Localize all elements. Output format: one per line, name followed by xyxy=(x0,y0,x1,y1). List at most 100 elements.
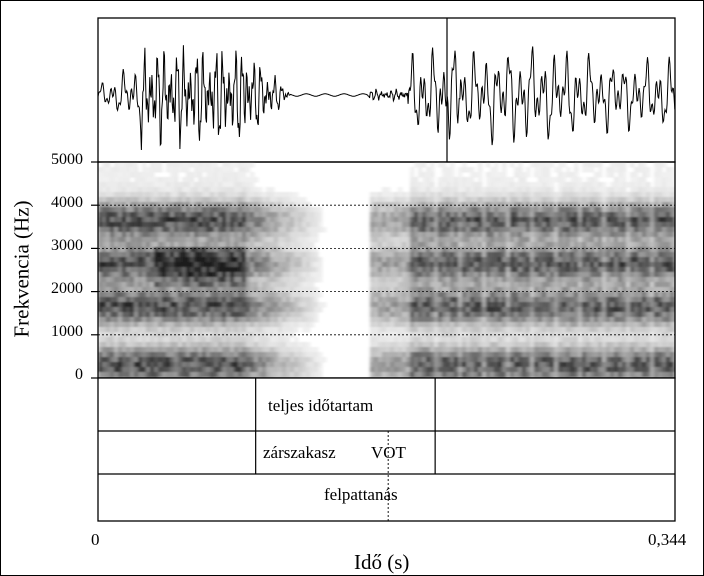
spectrogram-cell xyxy=(238,247,243,253)
spectrogram-cell xyxy=(278,352,283,358)
spectrogram-cell xyxy=(158,237,163,243)
spectrogram-cell xyxy=(182,302,187,308)
spectrogram-cell xyxy=(150,362,155,368)
spectrogram-cell xyxy=(206,317,211,323)
spectrogram-cell xyxy=(622,317,627,323)
spectrogram-cell xyxy=(430,237,435,243)
spectrogram-cell xyxy=(306,207,311,213)
spectrogram-cell xyxy=(370,347,375,353)
spectrogram-cell xyxy=(566,197,571,203)
spectrogram-cell xyxy=(550,182,555,188)
spectrogram-cell xyxy=(306,267,311,273)
spectrogram-cell xyxy=(482,282,487,288)
spectrogram-cell xyxy=(606,222,611,228)
spectrogram-cell xyxy=(242,342,247,348)
spectrogram-cell xyxy=(510,272,515,278)
spectrogram-cell xyxy=(390,207,395,213)
spectrogram-cell xyxy=(470,337,475,343)
spectrogram-cell xyxy=(578,222,583,228)
spectrogram-cell xyxy=(370,257,375,263)
spectrogram-cell xyxy=(474,277,479,283)
spectrogram-cell xyxy=(98,272,103,278)
spectrogram-cell xyxy=(618,262,623,268)
spectrogram-cell xyxy=(98,332,103,338)
spectrogram-cell xyxy=(254,297,259,303)
spectrogram-cell xyxy=(442,342,447,348)
spectrogram-cell xyxy=(514,302,519,308)
spectrogram-cell xyxy=(154,232,159,238)
spectrogram-cell xyxy=(150,267,155,273)
spectrogram-cell xyxy=(202,342,207,348)
spectrogram-cell xyxy=(542,327,547,333)
spectrogram-cell xyxy=(574,202,579,208)
spectrogram-cell xyxy=(394,252,399,258)
spectrogram-cell xyxy=(538,312,543,318)
spectrogram-cell xyxy=(498,212,503,218)
spectrogram-cell xyxy=(102,302,107,308)
spectrogram-cell xyxy=(466,237,471,243)
spectrogram-cell xyxy=(242,197,247,203)
spectrogram-cell xyxy=(606,297,611,303)
spectrogram-cell xyxy=(138,332,143,338)
spectrogram-cell xyxy=(462,237,467,243)
spectrogram-cell xyxy=(410,332,415,338)
spectrogram-cell xyxy=(278,357,283,363)
spectrogram-cell xyxy=(114,202,119,208)
spectrogram-cell xyxy=(230,212,235,218)
spectrogram-cell xyxy=(554,292,559,298)
spectrogram-cell xyxy=(554,337,559,343)
spectrogram-cell xyxy=(370,192,375,198)
spectrogram-cell xyxy=(98,237,103,243)
spectrogram-cell xyxy=(122,182,127,188)
spectrogram-cell xyxy=(274,372,279,378)
spectrogram-cell xyxy=(470,202,475,208)
spectrogram-cell xyxy=(290,332,295,338)
spectrogram-cell xyxy=(594,202,599,208)
spectrogram-cell xyxy=(222,202,227,208)
spectrogram-cell xyxy=(202,332,207,338)
spectrogram-cell xyxy=(194,302,199,308)
spectrogram-cell xyxy=(214,312,219,318)
spectrogram-cell xyxy=(282,287,287,293)
spectrogram-cell xyxy=(114,272,119,278)
spectrogram-cell xyxy=(190,212,195,218)
spectrogram-cell xyxy=(574,317,579,323)
spectrogram-cell xyxy=(398,232,403,238)
spectrogram-cell xyxy=(222,277,227,283)
spectrogram-cell xyxy=(542,242,547,248)
spectrogram-cell xyxy=(602,217,607,223)
spectrogram-cell xyxy=(414,257,419,263)
spectrogram-cell xyxy=(150,332,155,338)
spectrogram-cell xyxy=(382,187,387,193)
spectrogram-cell xyxy=(582,217,587,223)
spectrogram-cell xyxy=(150,252,155,258)
spectrogram-cell xyxy=(506,287,511,293)
spectrogram-cell xyxy=(498,262,503,268)
spectrogram-cell xyxy=(426,187,431,193)
spectrogram-cell xyxy=(562,197,567,203)
spectrogram-cell xyxy=(106,222,111,228)
spectrogram-cell xyxy=(198,187,203,193)
spectrogram-cell xyxy=(226,202,231,208)
spectrogram-cell xyxy=(190,247,195,253)
spectrogram-cell xyxy=(118,177,123,183)
spectrogram-cell xyxy=(598,352,603,358)
spectrogram-cell xyxy=(114,292,119,298)
spectrogram-cell xyxy=(414,332,419,338)
spectrogram-cell xyxy=(542,177,547,183)
spectrogram-cell xyxy=(190,232,195,238)
spectrogram-cell xyxy=(542,197,547,203)
spectrogram-cell xyxy=(486,352,491,358)
spectrogram-cell xyxy=(430,272,435,278)
spectrogram-cell xyxy=(406,232,411,238)
spectrogram-cell xyxy=(274,242,279,248)
spectrogram-cell xyxy=(162,362,167,368)
spectrogram-cell xyxy=(110,217,115,223)
spectrogram-cell xyxy=(414,302,419,308)
spectrogram-cell xyxy=(106,332,111,338)
spectrogram-cell xyxy=(150,242,155,248)
spectrogram-cell xyxy=(550,242,555,248)
spectrogram-cell xyxy=(274,287,279,293)
spectrogram-cell xyxy=(466,207,471,213)
spectrogram-cell xyxy=(522,227,527,233)
